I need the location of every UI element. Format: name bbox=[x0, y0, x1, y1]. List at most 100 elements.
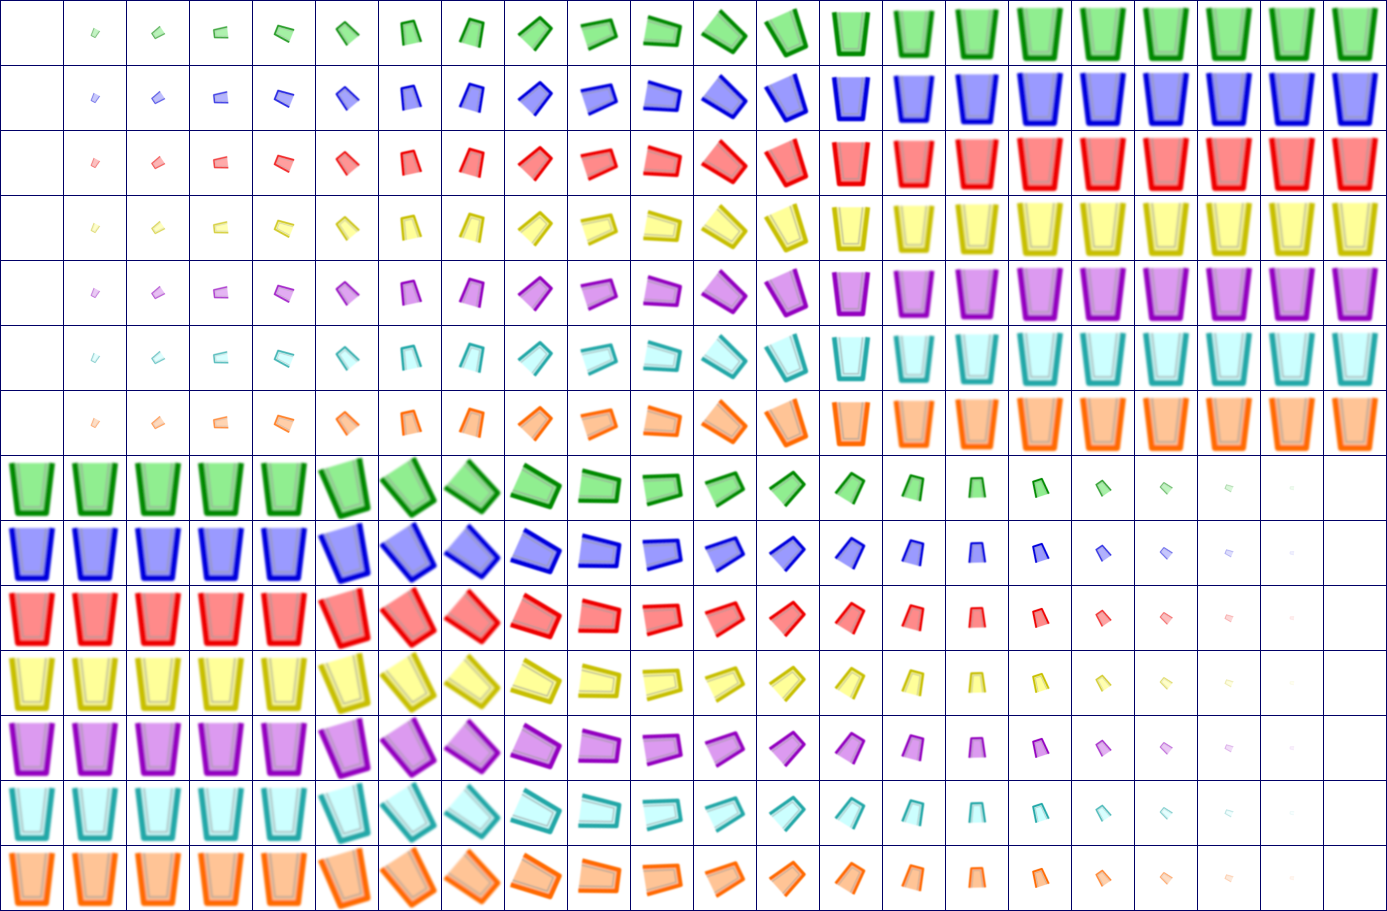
cup-rim bbox=[580, 18, 618, 51]
cup-body bbox=[1096, 675, 1112, 692]
cup-inner-edge bbox=[325, 589, 363, 640]
cup-sprite bbox=[1017, 72, 1063, 126]
cup-inner-edge bbox=[838, 207, 864, 245]
cup-rim bbox=[642, 798, 683, 832]
cup-sprite bbox=[834, 601, 866, 635]
cup-sprite bbox=[834, 471, 866, 505]
cup-inner-edge bbox=[771, 541, 801, 569]
cup-inner-edge bbox=[276, 352, 294, 366]
cup-rim bbox=[458, 17, 485, 48]
cup-sprite bbox=[968, 737, 987, 758]
cup-rim bbox=[517, 406, 553, 442]
cup-sprite bbox=[135, 657, 181, 711]
cup-body bbox=[701, 270, 746, 313]
cup-rim bbox=[9, 462, 55, 516]
cup-inner-edge bbox=[80, 852, 110, 898]
cup-sprite bbox=[578, 858, 622, 894]
cup-sprite bbox=[517, 81, 553, 117]
cup-inner-edge bbox=[962, 9, 992, 52]
cup-rim bbox=[1289, 811, 1295, 816]
cup-rim bbox=[1095, 544, 1112, 562]
cup-sprite bbox=[335, 86, 360, 111]
cup-sprite bbox=[1269, 137, 1315, 191]
cup-sprite bbox=[1017, 332, 1063, 386]
cup-rim bbox=[893, 10, 935, 58]
cup-body bbox=[835, 473, 864, 505]
cup-body bbox=[401, 215, 421, 241]
cup-inner-edge bbox=[206, 462, 236, 508]
cup-inner-edge bbox=[837, 476, 861, 503]
cup-body bbox=[701, 335, 746, 378]
cup-rim bbox=[400, 279, 423, 306]
cup-inner-edge bbox=[1277, 202, 1307, 248]
cup-sprite bbox=[458, 147, 485, 178]
cup-inner-edge bbox=[900, 335, 928, 376]
cup-rim bbox=[517, 276, 553, 312]
cup-rim bbox=[580, 278, 618, 311]
cup-sprite bbox=[831, 76, 871, 122]
cup-inner-edge bbox=[512, 598, 555, 633]
cup-rim bbox=[831, 206, 871, 252]
cup-inner-edge bbox=[1161, 483, 1172, 494]
cup-rim bbox=[379, 651, 437, 713]
cup-rim bbox=[968, 802, 987, 823]
cup-sprite bbox=[335, 21, 360, 46]
cup-rim bbox=[261, 722, 307, 776]
cup-rim bbox=[1032, 672, 1050, 693]
cup-rim bbox=[763, 8, 809, 58]
cup-sprite bbox=[1159, 871, 1173, 885]
cup-body bbox=[1160, 742, 1173, 755]
cup-inner-edge bbox=[1214, 332, 1244, 378]
cup-sprite bbox=[763, 268, 809, 318]
cup-rim bbox=[213, 286, 229, 299]
cup-inner-edge bbox=[403, 88, 419, 111]
cup-sprite bbox=[831, 141, 871, 187]
cup-rim bbox=[968, 477, 987, 498]
cup-body bbox=[701, 10, 746, 53]
cup-sprite bbox=[261, 657, 307, 711]
cup-inner-edge bbox=[1097, 807, 1110, 821]
cup-sprite bbox=[763, 8, 809, 58]
cup-rim bbox=[213, 156, 229, 169]
cup-rim bbox=[458, 82, 485, 113]
cup-inner-edge bbox=[900, 75, 928, 116]
cup-inner-edge bbox=[1161, 678, 1172, 689]
cup-sprite bbox=[700, 74, 748, 120]
cup-sprite bbox=[578, 728, 622, 764]
cup-sprite bbox=[443, 653, 501, 710]
cup-inner-edge bbox=[704, 208, 741, 243]
cup-rim bbox=[9, 657, 55, 711]
cup-body bbox=[336, 152, 360, 176]
cup-sprite bbox=[700, 204, 748, 250]
cup-rim bbox=[335, 346, 360, 371]
cup-sprite bbox=[151, 155, 166, 170]
cup-inner-edge bbox=[1214, 7, 1244, 53]
cup-sprite bbox=[1032, 802, 1050, 823]
cup-rim bbox=[261, 527, 307, 581]
cup-sprite bbox=[1159, 481, 1173, 495]
cup-inner-edge bbox=[447, 658, 492, 701]
cup-rim bbox=[317, 782, 371, 844]
cup-body bbox=[518, 342, 552, 376]
cup-body bbox=[151, 156, 165, 169]
cup-rim bbox=[379, 521, 437, 583]
cup-rim bbox=[517, 81, 553, 117]
cup-body bbox=[1224, 484, 1234, 492]
cup-rim bbox=[135, 787, 181, 841]
cup-sprite bbox=[901, 604, 925, 632]
cup-body bbox=[769, 472, 804, 507]
cup-sprite bbox=[90, 27, 101, 39]
cup-sprite bbox=[580, 213, 618, 246]
cup-sprite bbox=[1017, 7, 1063, 61]
cup-body bbox=[769, 732, 804, 767]
cup-sprite bbox=[1143, 267, 1189, 321]
cup-inner-edge bbox=[520, 346, 548, 374]
cup-rim bbox=[893, 400, 935, 448]
cup-inner-edge bbox=[1225, 875, 1234, 882]
cup-sprite bbox=[198, 852, 244, 906]
cup-sprite bbox=[768, 535, 806, 573]
cup-inner-edge bbox=[1034, 480, 1048, 498]
cup-rim bbox=[9, 527, 55, 581]
cup-sprite bbox=[580, 343, 618, 376]
cup-sprite bbox=[273, 219, 295, 239]
